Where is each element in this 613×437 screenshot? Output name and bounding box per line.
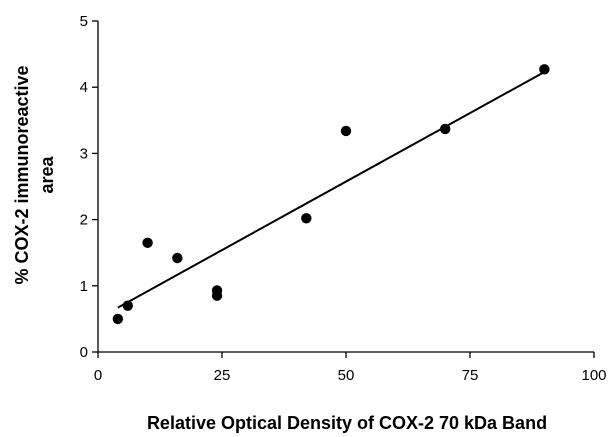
- axes: 0 25 50 75 100 0 1 2 3 4 5: [80, 13, 607, 384]
- regression-line: [117, 71, 545, 309]
- axis-labels: Relative Optical Density of COX-2 70 kDa…: [12, 65, 547, 433]
- y-axis-title-line1: % COX-2 immunoreactive: [12, 65, 32, 284]
- x-axis-title: Relative Optical Density of COX-2 70 kDa…: [147, 413, 547, 433]
- data-point: [539, 64, 550, 75]
- x-tick-label: 25: [214, 367, 231, 384]
- data-point: [440, 123, 451, 135]
- data-point: [211, 290, 223, 301]
- regression-line-group: [117, 71, 545, 309]
- data-point: [340, 125, 352, 137]
- x-tick-label: 100: [581, 367, 606, 384]
- y-tick-label: 2: [80, 212, 88, 229]
- x-tick-label: 0: [94, 367, 102, 384]
- y-tick-label: 3: [80, 145, 88, 162]
- data-point: [112, 313, 124, 325]
- data-point: [301, 213, 312, 224]
- y-tick-label: 4: [80, 79, 88, 96]
- data-points: [112, 64, 550, 325]
- x-tick-label: 50: [338, 367, 355, 384]
- x-tick-label: 75: [462, 367, 479, 384]
- y-tick-label: 0: [80, 344, 88, 361]
- data-point: [142, 237, 153, 248]
- y-axis-title-line2: area: [37, 155, 57, 193]
- y-tick-label: 5: [80, 13, 88, 30]
- y-tick-label: 1: [80, 278, 88, 295]
- data-point: [172, 252, 183, 264]
- data-point: [122, 300, 133, 311]
